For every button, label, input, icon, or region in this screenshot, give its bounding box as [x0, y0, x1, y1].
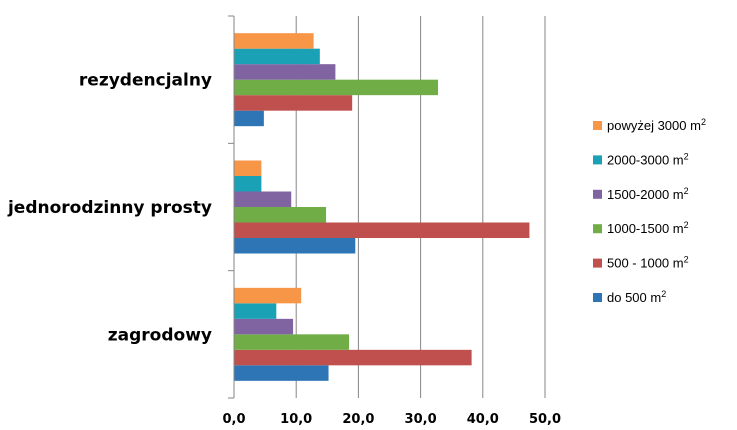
- legend-label: 1500-2000 m2: [607, 186, 689, 202]
- bar: [234, 95, 352, 111]
- bar: [234, 288, 301, 304]
- legend-label: powyżej 3000 m2: [607, 117, 706, 133]
- bar: [234, 238, 355, 254]
- bar: [234, 319, 293, 335]
- bar: [234, 207, 326, 223]
- category-label: jednorodzinny prosty: [7, 198, 212, 218]
- bar: [234, 49, 320, 65]
- legend-swatch: [593, 121, 602, 130]
- category-labels: rezydencjalny jednorodzinny prosty zagrodo…: [7, 71, 212, 346]
- axes: [228, 16, 234, 398]
- legend-label: do 500 m2: [607, 289, 666, 305]
- x-tick-label: 10,0: [280, 412, 312, 427]
- bar: [234, 334, 349, 350]
- bar: [234, 192, 291, 208]
- legend-swatch: [593, 155, 602, 164]
- legend-swatch: [593, 293, 602, 302]
- legend-swatch: [593, 259, 602, 268]
- bar: [234, 176, 261, 192]
- legend-label: 1000-1500 m2: [607, 220, 689, 236]
- legend-label: 500 - 1000 m2: [607, 255, 689, 271]
- legend: powyżej 3000 m2 2000-3000 m2 1500-2000 m2 1…: [593, 117, 706, 305]
- legend-swatch: [593, 190, 602, 199]
- x-tick-label: 0,0: [222, 412, 245, 427]
- bar: [234, 80, 438, 96]
- bars-group: [234, 33, 529, 381]
- bar: [234, 33, 314, 49]
- bar: [234, 111, 264, 127]
- bar: [234, 161, 261, 177]
- x-tick-label: 40,0: [467, 412, 499, 427]
- bar: [234, 350, 472, 366]
- bar: [234, 223, 529, 239]
- bar: [234, 365, 329, 381]
- x-tick-labels: 0,0 10,0 20,0 30,0 40,0 50,0: [222, 412, 561, 427]
- legend-swatch: [593, 224, 602, 233]
- category-label: rezydencjalny: [79, 71, 212, 91]
- x-tick-label: 30,0: [405, 412, 437, 427]
- x-tick-label: 50,0: [529, 412, 561, 427]
- bar: [234, 303, 276, 319]
- x-tick-label: 20,0: [342, 412, 374, 427]
- legend-label: 2000-3000 m2: [607, 151, 689, 167]
- category-label: zagrodowy: [108, 325, 212, 345]
- bar: [234, 64, 335, 80]
